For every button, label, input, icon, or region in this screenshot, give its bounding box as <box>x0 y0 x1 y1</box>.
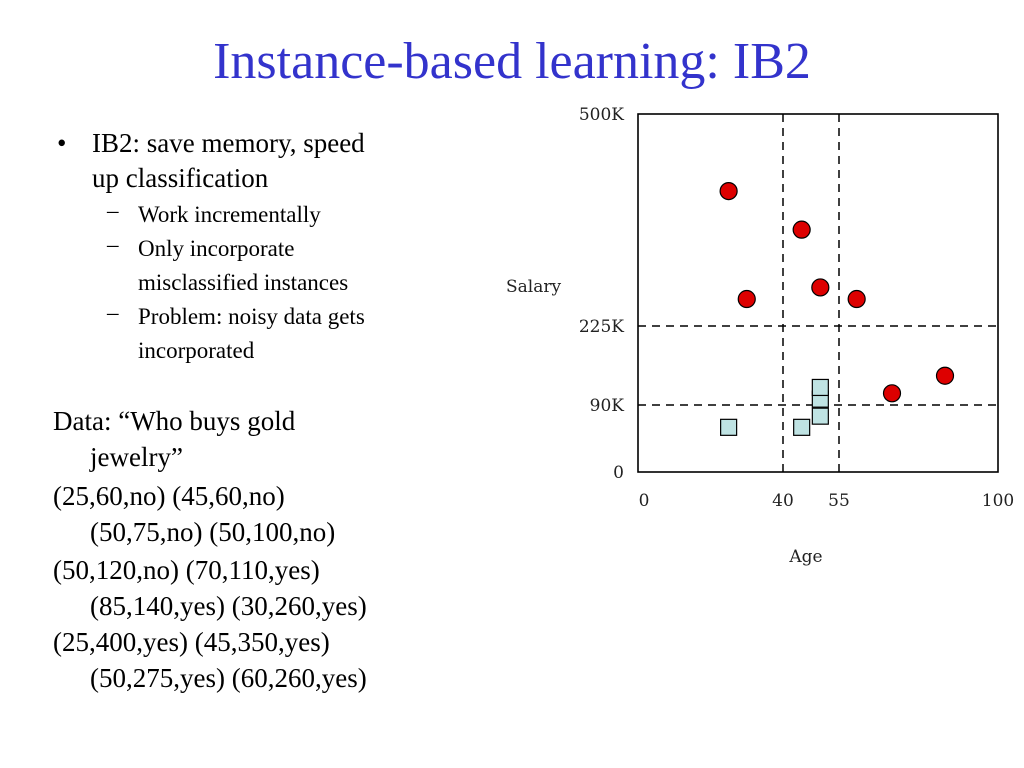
y-tick-2: 225K <box>579 317 624 337</box>
sub-bullet-2-line-2: misclassified instances <box>138 270 349 295</box>
data-line-8: (50,275,yes) (60,260,yes) <box>90 663 367 693</box>
dashed-guides <box>638 114 998 472</box>
sub-dash-2: – <box>107 232 119 257</box>
slide-text-column: • IB2: save memory, speed up classificat… <box>0 0 470 768</box>
point-yes-2 <box>811 278 830 297</box>
point-yes-4 <box>737 289 756 309</box>
bullet-marker: • <box>57 128 67 158</box>
y-axis-label: Salary <box>506 277 561 297</box>
data-line-7: (25,400,yes) (45,350,yes) <box>53 627 330 657</box>
point-yes-6 <box>935 366 955 385</box>
x-tick-3: 100 <box>982 491 1014 511</box>
bullet-text: IB2: save memory, speed up classificatio… <box>92 126 462 196</box>
x-axis-label: Age <box>788 547 822 567</box>
data-line-1: Data: “Who buys gold <box>53 406 296 436</box>
sub-bullet-2-line-1: Only incorporate <box>138 236 295 261</box>
point-no-0 <box>720 418 738 436</box>
y-tick-0: 0 <box>613 463 624 483</box>
x-tick-2: 55 <box>828 491 850 511</box>
data-points <box>719 181 955 436</box>
data-line-6: (85,140,yes) (30,260,yes) <box>90 591 367 621</box>
x-tick-1: 40 <box>772 491 794 511</box>
data-line-3: (25,60,no) (45,60,no) <box>53 481 285 511</box>
y-tick-labels: 0 90K 225K 500K <box>579 105 624 483</box>
sub-bullet-3-line-1: Problem: noisy data gets <box>138 304 365 329</box>
scatter-chart: 0 90K 225K 500K 0 40 55 100 Salary Age <box>506 105 1015 567</box>
point-no-4 <box>811 378 829 397</box>
sub-dash-1: – <box>107 198 119 223</box>
sub-bullet-1: Work incrementally <box>138 198 321 232</box>
sub-bullet-3-line-2: incorporated <box>138 338 255 363</box>
y-tick-3: 500K <box>579 105 624 125</box>
data-line-2: jewelry” <box>90 442 183 472</box>
point-yes-0 <box>719 181 738 201</box>
sub-bullet-2: Only incorporate misclassified instances <box>138 232 348 300</box>
point-no-1 <box>793 418 811 436</box>
point-no-2 <box>811 407 829 425</box>
slide-title: Instance-based learning: IB2 <box>213 33 811 90</box>
data-line-5: (50,120,no) (70,110,yes) <box>53 555 320 585</box>
data-line-4: (50,75,no) (50,100,no) <box>90 517 336 547</box>
point-yes-3 <box>847 289 866 309</box>
sub-bullet-3: Problem: noisy data gets incorporated <box>138 300 365 368</box>
sub-bullet-1-line-1: Work incrementally <box>138 202 321 227</box>
x-tick-0: 0 <box>639 491 650 511</box>
y-tick-1: 90K <box>590 396 625 416</box>
bullet-line-1: IB2: save memory, speed <box>92 128 365 158</box>
x-tick-labels: 0 40 55 100 <box>639 491 1015 511</box>
bullet-line-2: up classification <box>92 163 269 193</box>
sub-dash-3: – <box>107 300 119 325</box>
point-yes-1 <box>792 220 811 239</box>
point-yes-5 <box>882 384 902 403</box>
